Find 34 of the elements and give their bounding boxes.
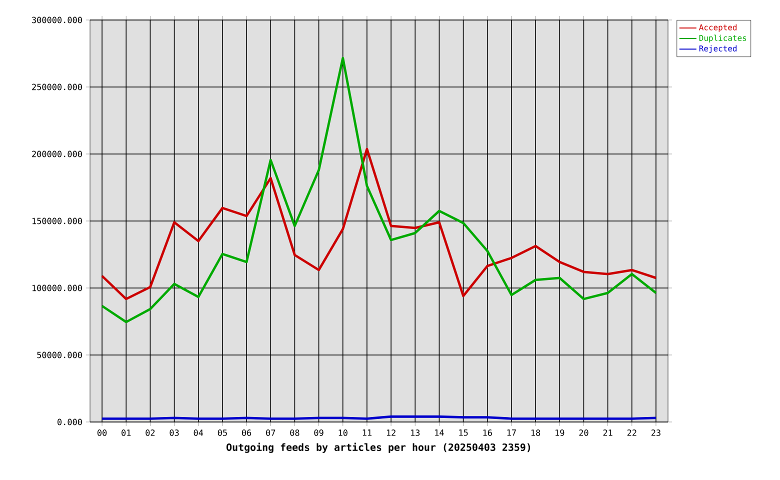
- x-tick-label: 13: [411, 430, 420, 436]
- y-tick-label: 50000.000: [37, 352, 82, 358]
- x-tick-label: 19: [556, 430, 564, 436]
- x-tick-label: 14: [435, 430, 444, 436]
- x-tick-label: 23: [651, 430, 660, 436]
- x-tick-label: 21: [603, 430, 612, 436]
- x-tick-label: 16: [483, 430, 492, 436]
- x-tick-label: 10: [338, 430, 348, 436]
- x-tick-label: 22: [627, 430, 636, 436]
- y-tick-label: 100000.000: [32, 284, 82, 292]
- line-series: [100, 56, 658, 324]
- x-tick-label: 06: [242, 430, 252, 436]
- x-tick-label: 00: [98, 430, 107, 436]
- x-tick-label: 12: [386, 430, 396, 436]
- x-tick-label: 17: [507, 430, 516, 436]
- x-tick-label: 01: [122, 430, 131, 436]
- y-tick-label: 0.000: [58, 418, 82, 426]
- x-tick-label: 15: [459, 430, 468, 436]
- x-tick-label: 02: [146, 430, 155, 436]
- x-axis-title: Outgoing feeds by articles per hour (20250403 2359): [226, 442, 530, 453]
- y-tick-label: 300000.000: [32, 16, 82, 24]
- x-tick-label: 20: [579, 430, 588, 436]
- line-series: [100, 148, 658, 300]
- y-tick-label: 250000.000: [32, 84, 82, 90]
- y-tick-label: 150000.000: [32, 218, 82, 224]
- x-tick-label: 18: [531, 430, 540, 436]
- x-tick-label: 03: [170, 430, 179, 436]
- y-tick-label: 200000.000: [32, 150, 82, 158]
- x-tick-label: 04: [194, 430, 204, 436]
- x-tick-label: 11: [362, 430, 372, 436]
- x-tick-label: 07: [266, 430, 276, 436]
- x-tick-label: 05: [218, 430, 227, 436]
- x-tick-label: 09: [314, 430, 324, 436]
- x-tick-label: 08: [290, 430, 300, 436]
